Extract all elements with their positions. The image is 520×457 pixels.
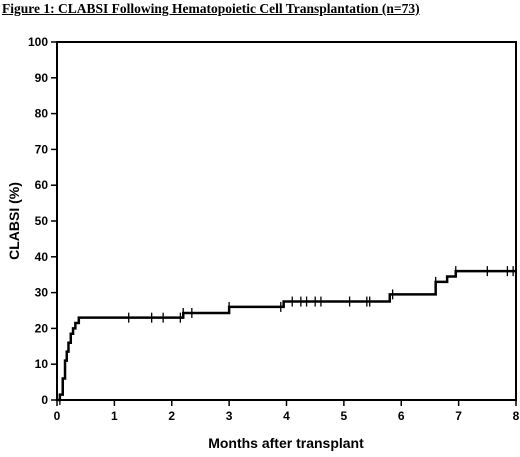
x-tick-label: 0 (54, 409, 61, 423)
figure-title: Figure 1: CLABSI Following Hematopoietic… (2, 1, 420, 16)
y-tick-label: 50 (35, 214, 49, 228)
x-tick-label: 4 (283, 409, 290, 423)
y-tick-label: 70 (35, 142, 49, 156)
y-tick-label: 100 (28, 35, 48, 49)
y-tick-label: 80 (35, 107, 49, 121)
x-tick-label: 5 (341, 409, 348, 423)
x-tick-label: 6 (398, 409, 405, 423)
x-tick-label: 1 (111, 409, 118, 423)
y-tick-label: 60 (35, 178, 49, 192)
y-axis-ticks: 0 10 20 30 40 50 60 70 80 90 100 (28, 35, 57, 407)
y-axis-label: CLABSI (%) (6, 182, 22, 260)
cumulative-incidence-curve (57, 269, 516, 402)
y-tick-label: 20 (35, 321, 49, 335)
plot-frame (56, 41, 517, 401)
x-axis-ticks: 0 1 2 3 4 5 6 7 8 (54, 400, 520, 423)
x-tick-label: 7 (455, 409, 462, 423)
x-tick-label: 2 (168, 409, 175, 423)
x-tick-label: 8 (513, 409, 520, 423)
y-tick-label: 30 (35, 286, 49, 300)
y-tick-label: 10 (35, 357, 49, 371)
y-tick-label: 40 (35, 250, 49, 264)
x-axis-label: Months after transplant (208, 435, 364, 451)
censor-marks (59, 266, 514, 405)
y-tick-label: 0 (41, 393, 48, 407)
x-tick-label: 3 (226, 409, 233, 423)
y-tick-label: 90 (35, 71, 49, 85)
